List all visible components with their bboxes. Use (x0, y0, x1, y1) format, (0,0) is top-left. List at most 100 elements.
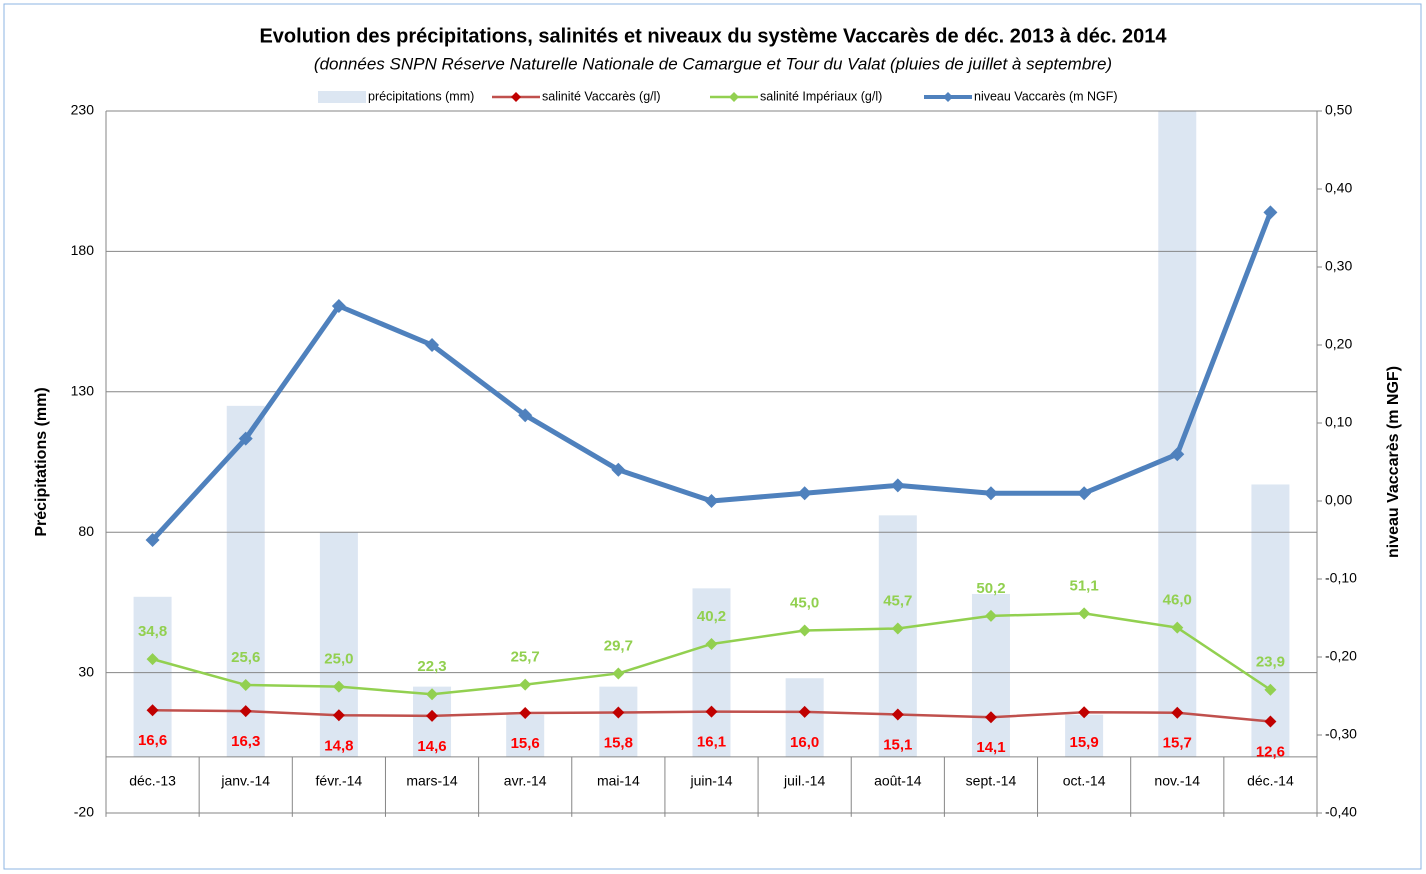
y-tick-label: 130 (71, 383, 95, 399)
x-tick-label: nov.-14 (1154, 773, 1200, 789)
legend-label: niveau Vaccarès (m NGF) (974, 89, 1118, 103)
legend-swatch (318, 91, 366, 103)
data-label: 12,6 (1256, 743, 1285, 760)
y2-tick-label: 0,10 (1325, 414, 1352, 430)
marker (611, 462, 626, 477)
marker (1077, 486, 1092, 501)
marker (705, 637, 718, 650)
data-label: 46,0 (1163, 592, 1192, 609)
y2-tick-label: -0,10 (1325, 570, 1357, 586)
marker (426, 688, 439, 701)
bar (1065, 714, 1104, 757)
marker (705, 705, 718, 718)
marker (426, 709, 439, 722)
marker (1264, 715, 1277, 728)
marker (146, 704, 159, 717)
marker (331, 299, 346, 313)
x-tick-label: oct.-14 (1063, 773, 1106, 789)
data-label: 51,1 (1070, 577, 1099, 594)
marker (1078, 706, 1091, 719)
data-label: 50,2 (976, 580, 1005, 597)
marker (239, 678, 252, 691)
marker (984, 711, 997, 724)
marker (798, 705, 811, 718)
marker (239, 705, 252, 718)
x-tick-label: juil.-14 (783, 773, 825, 789)
y-tick-label: 80 (78, 523, 94, 539)
data-label: 23,9 (1256, 654, 1285, 671)
data-label: 15,7 (1163, 735, 1192, 752)
legend-marker (943, 92, 953, 102)
marker (612, 667, 625, 680)
marker (425, 338, 440, 352)
data-label: 29,7 (604, 637, 633, 654)
y-axis-title: Précipitations (mm) (33, 387, 50, 536)
y2-tick-label: 0,20 (1325, 336, 1352, 352)
x-tick-label: sept.-14 (966, 773, 1017, 789)
marker (983, 486, 998, 501)
marker (332, 709, 345, 722)
data-label: 14,1 (976, 739, 1005, 756)
data-label: 15,9 (1070, 734, 1099, 751)
marker (1078, 607, 1091, 620)
marker (984, 609, 997, 622)
marker (1171, 706, 1184, 719)
data-label: 45,0 (790, 594, 819, 611)
data-label: 45,7 (883, 592, 912, 609)
x-tick-label: déc.-14 (1247, 773, 1294, 789)
data-label: 16,3 (231, 733, 260, 750)
marker (798, 624, 811, 637)
y-tick-label: 230 (71, 102, 95, 118)
bar (226, 405, 265, 757)
y-tick-label: 180 (71, 242, 95, 258)
y-tick-label: -20 (74, 804, 94, 820)
marker (891, 622, 904, 635)
chart-title: Evolution des précipitations, salinités … (259, 25, 1167, 47)
data-label: 14,6 (417, 738, 446, 755)
x-tick-label: juin-14 (689, 773, 732, 789)
bar (133, 596, 172, 757)
y2-tick-label: -0,30 (1325, 726, 1357, 742)
bar (599, 686, 638, 757)
bar (878, 515, 917, 757)
bar (1251, 484, 1290, 757)
data-label: 25,7 (511, 649, 540, 666)
legend-marker (729, 92, 739, 102)
data-label: 22,3 (417, 658, 446, 675)
chart-subtitle: (données SNPN Réserve Naturelle National… (314, 54, 1112, 73)
bar (1158, 111, 1197, 757)
marker (1264, 683, 1277, 696)
marker (146, 653, 159, 666)
marker (704, 494, 719, 508)
x-tick-label: janv.-14 (220, 773, 270, 789)
bar (506, 714, 545, 757)
x-tick-label: mai-14 (597, 773, 640, 789)
marker (519, 678, 532, 691)
y-tick-label: 30 (78, 663, 94, 679)
data-label: 15,6 (511, 735, 540, 752)
data-label: 25,0 (324, 651, 353, 668)
x-tick-label: août-14 (874, 773, 922, 789)
legend-marker (511, 92, 521, 102)
marker (332, 680, 345, 693)
marker (797, 486, 812, 501)
marker (890, 478, 905, 493)
marker (1170, 447, 1185, 462)
data-label: 34,8 (138, 623, 167, 640)
legend-label: précipitations (mm) (368, 89, 474, 103)
y2-tick-label: -0,20 (1325, 648, 1357, 664)
data-label: 14,8 (324, 737, 353, 754)
marker (612, 706, 625, 719)
marker (891, 708, 904, 721)
marker (145, 533, 160, 547)
data-label: 16,0 (790, 734, 819, 751)
y2-tick-label: 0,30 (1325, 258, 1352, 274)
legend-label: salinité Vaccarès (g/l) (542, 89, 661, 103)
y2-tick-label: 0,50 (1325, 102, 1352, 118)
x-tick-label: mars-14 (406, 773, 458, 789)
marker (1171, 621, 1184, 634)
y2-tick-label: 0,40 (1325, 180, 1352, 196)
marker (518, 408, 533, 423)
y2-tick-label: 0,00 (1325, 492, 1352, 508)
